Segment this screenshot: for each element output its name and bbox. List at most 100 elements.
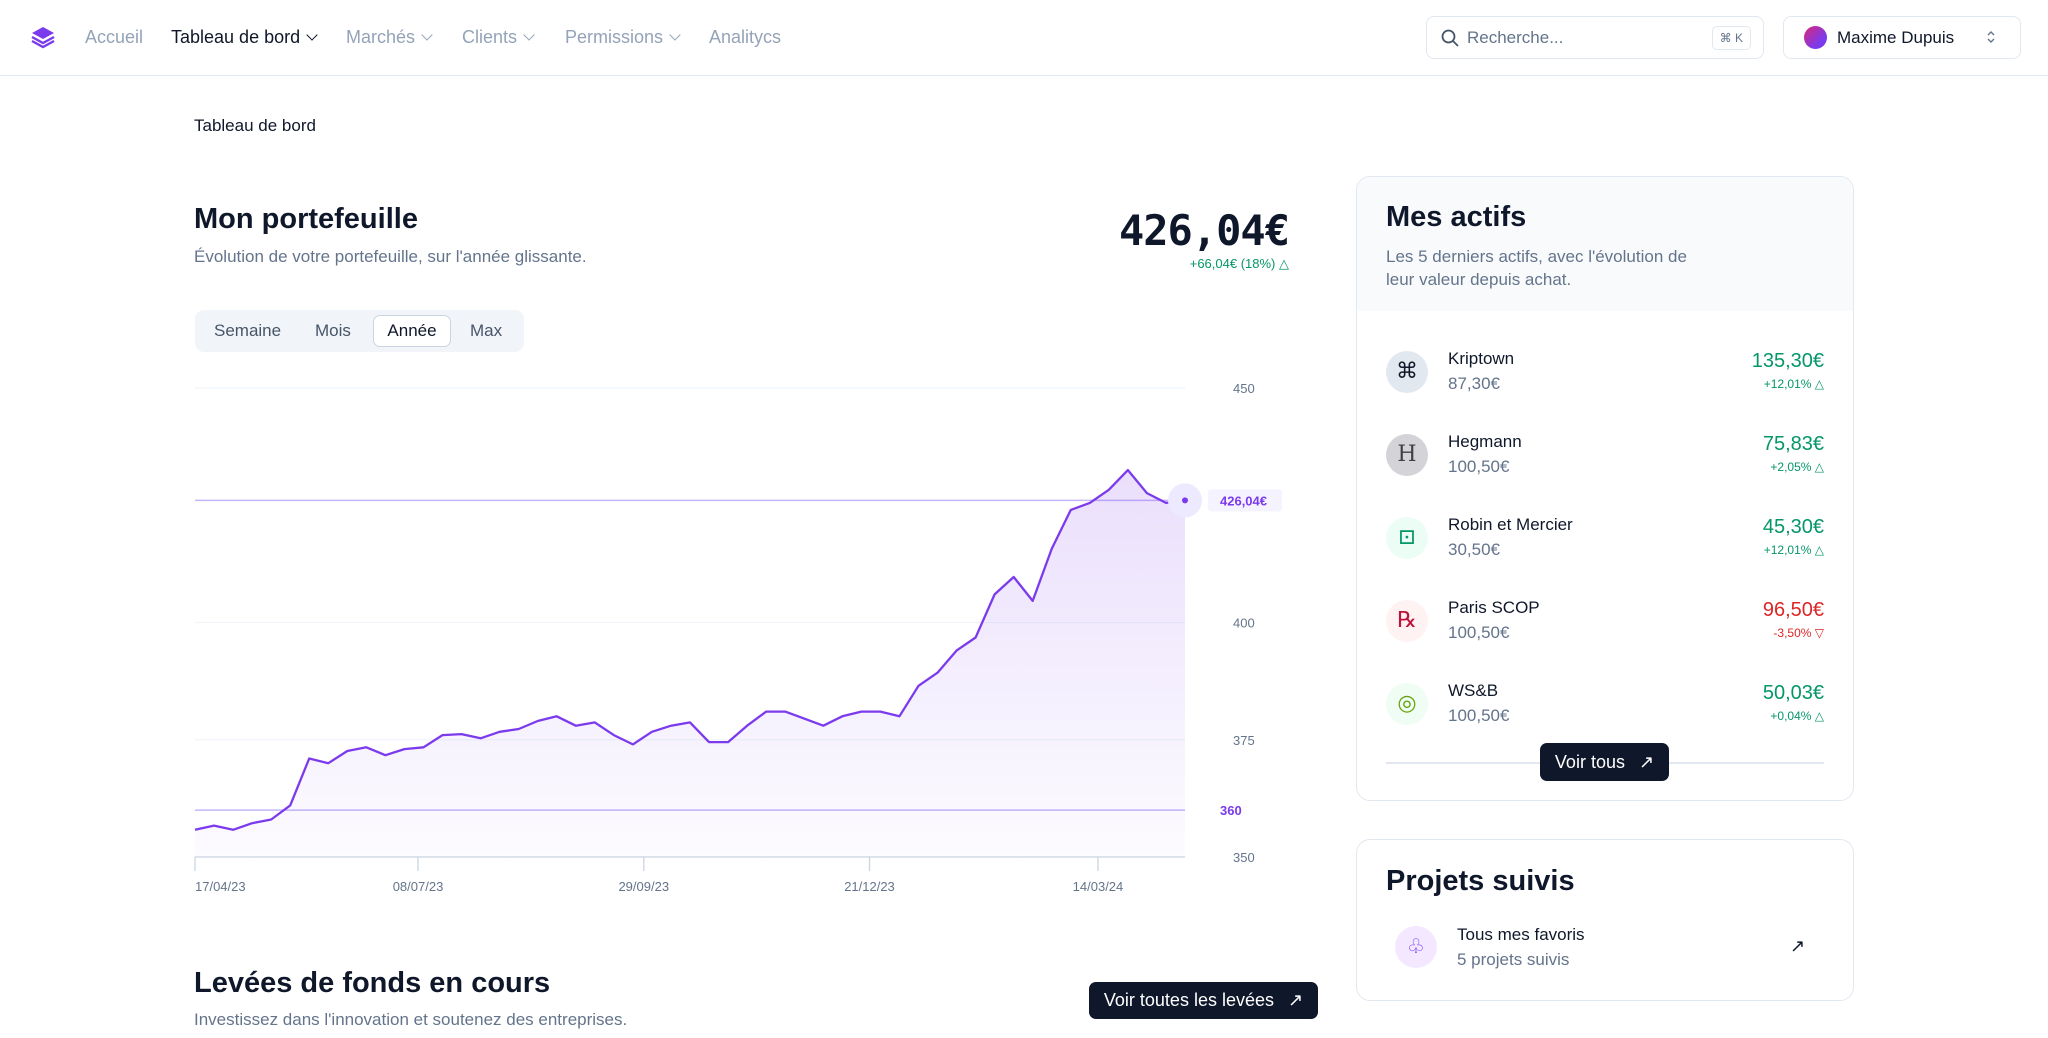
asset-row[interactable]: ◎ WS&B 100,50€ 50,03€ +0,04% △ (1357, 669, 1853, 739)
asset-change: -3,50% ▽ (1773, 626, 1824, 640)
asset-row[interactable]: H Hegmann 100,50€ 75,83€ +2,05% △ (1357, 420, 1853, 490)
reference-label: 426,04€ (1220, 493, 1267, 508)
y-tick-label: 450 (1233, 381, 1255, 396)
user-menu[interactable]: Maxime Dupuis (1783, 16, 2021, 59)
view-all-button[interactable]: Voir tous ↗ (1540, 743, 1669, 781)
portfolio-value: 426,04€ (1118, 206, 1290, 255)
asset-value: 135,30€ (1751, 350, 1824, 372)
nav-label: Permissions (565, 27, 664, 47)
assets-subtitle: Les 5 derniers actifs, avec l'évolution … (1386, 247, 1687, 289)
area (195, 470, 1185, 857)
y-tick-label: 350 (1233, 850, 1255, 865)
nav-item[interactable]: Analitycs (709, 27, 782, 47)
asset-change: +12,01% △ (1763, 543, 1824, 557)
y-tick-label: 400 (1233, 616, 1255, 631)
projects-title: Projets suivis (1386, 865, 1575, 897)
nav-item[interactable]: Permissions (565, 27, 681, 48)
assets-title: Mes actifs (1386, 201, 1527, 233)
period-tab[interactable]: Semaine (214, 321, 282, 340)
asset-price: 30,50€ (1448, 540, 1500, 559)
change-text: +0,04% (1770, 709, 1812, 723)
y-tick-label: 375 (1233, 733, 1255, 748)
asset-icon: ◎ (1386, 683, 1428, 725)
logo[interactable] (30, 25, 56, 49)
search-placeholder: Recherche... (1467, 28, 1564, 47)
line (194, 468, 1186, 831)
shortcut: ⌘ K (1711, 26, 1751, 50)
asset-change: +0,04% △ (1770, 709, 1824, 723)
nav-label: Tableau de bord (171, 27, 301, 47)
projects-card: Projets suivis ♧ Tous mes favoris 5 proj… (1356, 839, 1854, 1001)
favorites-subtitle: 5 projets suivis (1457, 950, 1570, 969)
asset-value: 45,30€ (1762, 516, 1824, 538)
change-text: -3,50% (1773, 626, 1812, 640)
avatar (1804, 26, 1827, 49)
change-text: +2,05% (1770, 460, 1812, 474)
nav-label: Marchés (346, 27, 416, 47)
arrow: ↗ (1288, 990, 1304, 1010)
period-tabs: Semaine Mois Année Max (195, 310, 524, 352)
asset-name: WS&B (1448, 681, 1499, 700)
asset-value: 50,03€ (1762, 682, 1824, 704)
asset-icon: ⊡ (1386, 517, 1428, 559)
favorites-icon: ♧ (1395, 926, 1437, 968)
asset-row[interactable]: ℞ Paris SCOP 100,50€ 96,50€ -3,50% ▽ (1357, 586, 1853, 656)
reference-label: 360 (1220, 803, 1242, 818)
period-tab[interactable]: Max (470, 321, 503, 340)
asset-change: +2,05% △ (1770, 460, 1824, 474)
asset-row[interactable]: ⊡ Robin et Mercier 30,50€ 45,30€ +12,01% △ (1357, 503, 1853, 573)
x-tick-label: 08/07/23 (393, 879, 444, 894)
fundraising-title: Levées de fonds en cours (194, 967, 551, 999)
nav-item[interactable]: Clients (462, 27, 535, 48)
asset-price: 100,50€ (1448, 706, 1510, 725)
x-tick-label: 29/09/23 (618, 879, 669, 894)
asset-icon: ⌘ (1386, 351, 1428, 393)
portfolio-subtitle: Évolution de votre portefeuille, sur l'a… (194, 247, 587, 266)
asset-icon: H (1386, 434, 1428, 476)
nav-label: Clients (462, 27, 518, 47)
nav-item[interactable]: Tableau de bord (171, 27, 318, 48)
asset-price: 100,50€ (1448, 623, 1510, 642)
asset-price: 100,50€ (1448, 457, 1510, 476)
search-icon (1441, 29, 1459, 47)
user-name: Maxime Dupuis (1837, 28, 1955, 47)
asset-name: Hegmann (1448, 432, 1522, 451)
asset-change: +12,01% △ (1763, 377, 1824, 391)
fundraising-button[interactable]: Voir toutes les levées ↗ (1089, 982, 1318, 1019)
period-tab-active[interactable]: Année (373, 315, 451, 347)
label-bg (1208, 489, 1282, 512)
search-box[interactable]: Recherche... ⌘ K (1426, 16, 1764, 59)
asset-icon: ℞ (1386, 600, 1428, 642)
arrow[interactable]: ↗ (1790, 936, 1806, 956)
change-text: +12,01% (1763, 377, 1812, 391)
asset-name: Paris SCOP (1448, 598, 1540, 617)
asset-row[interactable]: ⌘ Kriptown 87,30€ 135,30€ +12,01% △ (1357, 337, 1853, 407)
fundraising-subtitle: Investissez dans l'innovation et soutene… (194, 1010, 628, 1029)
x-tick-label: 17/04/23 (195, 879, 246, 894)
breadcrumb: Tableau de bord (194, 116, 316, 135)
asset-value: 96,50€ (1762, 599, 1824, 621)
top-nav: Accueil Tableau de bord Marchés Clients … (0, 0, 2048, 76)
change-text: +66,04€ (18%) (1189, 256, 1276, 271)
nav-item[interactable]: Accueil (85, 27, 144, 47)
x-tick-label: 14/03/24 (1073, 879, 1124, 894)
card-header (1357, 177, 1853, 311)
asset-name: Robin et Mercier (1448, 515, 1573, 534)
favorites-title[interactable]: Tous mes favoris (1457, 925, 1585, 944)
period-tab[interactable]: Mois (315, 321, 351, 340)
end-point (1182, 497, 1188, 504)
arrow: ↗ (1638, 751, 1655, 772)
x-tick-label: 21/12/23 (844, 879, 895, 894)
button-label: Voir tous (1554, 751, 1625, 772)
asset-value: 75,83€ (1762, 433, 1824, 455)
portfolio-chart: 350 375 400 450 17/04/23 08/07/23 29/09/23 21/1… (194, 381, 1282, 894)
asset-price: 87,30€ (1448, 374, 1500, 393)
button-label: Voir toutes les levées (1103, 990, 1274, 1010)
assets-card: Mes actifs Les 5 derniers actifs, avec l… (1356, 176, 1854, 801)
nav-item[interactable]: Marchés (346, 27, 433, 48)
portfolio-change: +66,04€ (18%) △ (1189, 256, 1289, 271)
chevrons (1987, 31, 1995, 43)
asset-name: Kriptown (1448, 349, 1515, 368)
